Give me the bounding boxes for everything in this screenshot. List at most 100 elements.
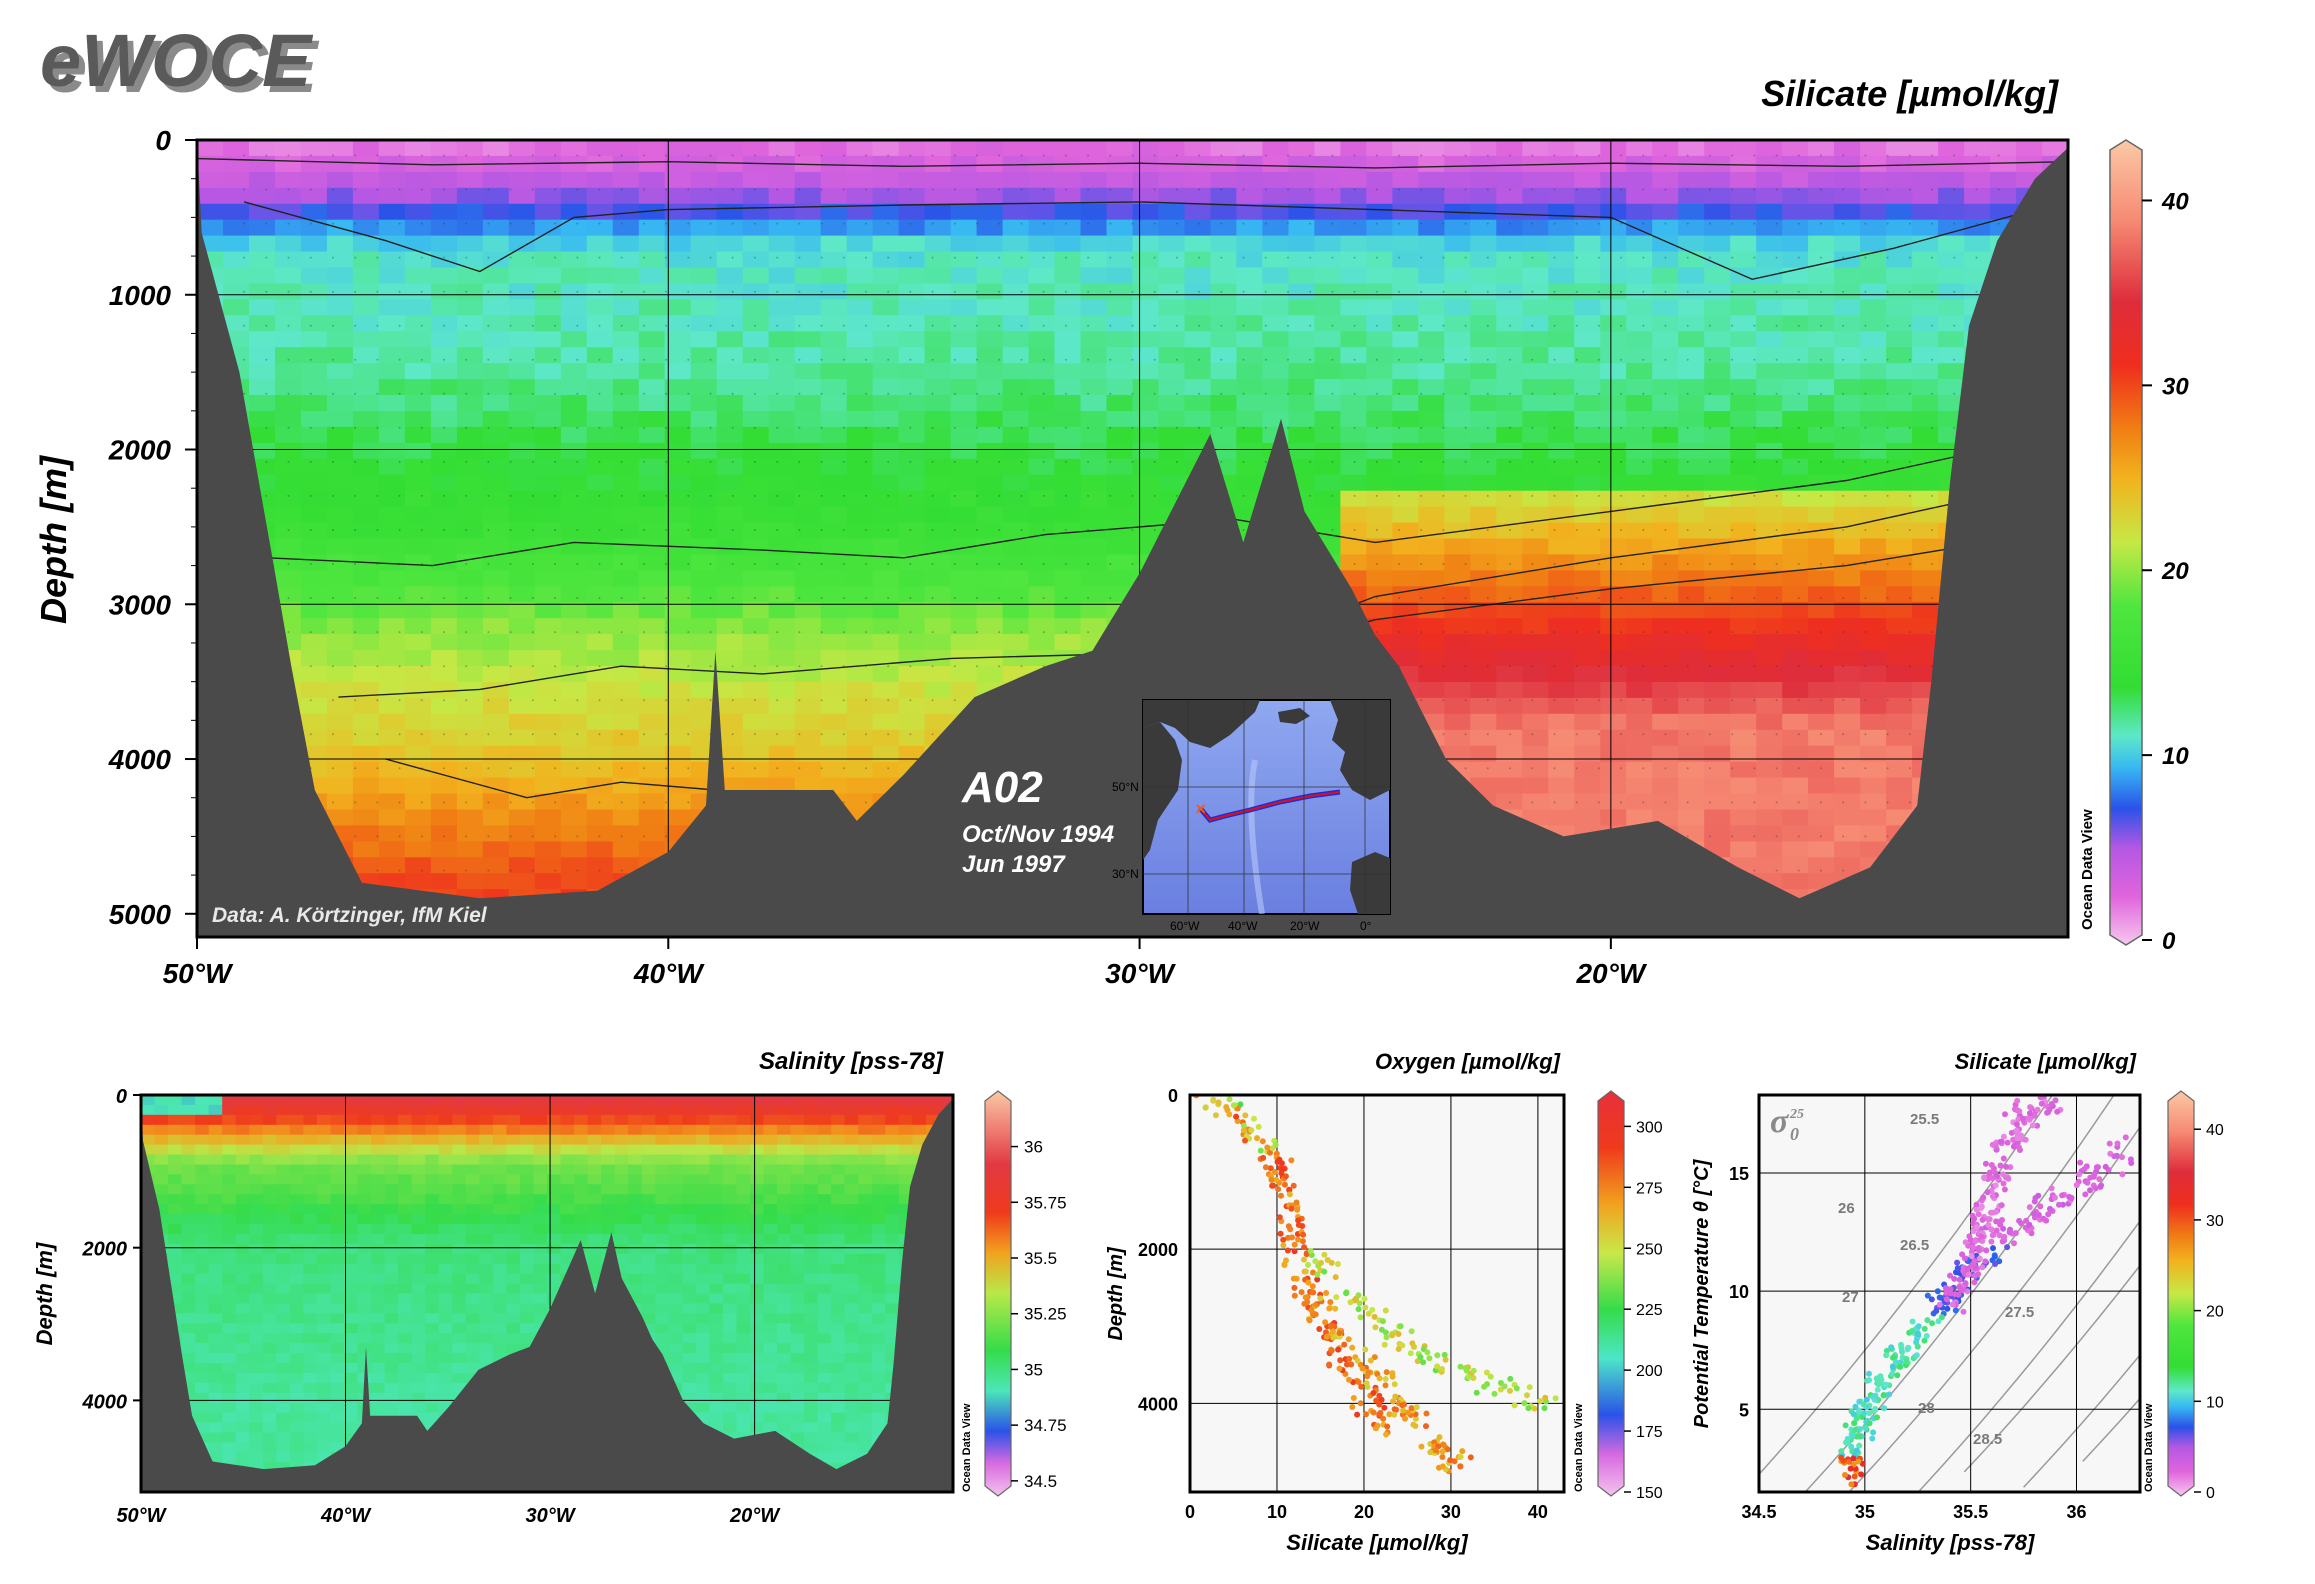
sample-dot <box>487 358 490 361</box>
silicate-cell <box>664 411 692 428</box>
silicate-cell <box>1834 219 1862 237</box>
silicate-cell <box>1080 506 1108 524</box>
silicate-cell <box>872 283 900 301</box>
sample-dot <box>798 426 801 429</box>
sample-dot <box>909 665 912 668</box>
sample-dot <box>909 392 912 395</box>
silicate-cell <box>1054 171 1082 189</box>
sample-dot <box>1109 426 1112 429</box>
silicate-cell <box>560 538 588 556</box>
sample-dot <box>1442 494 1445 497</box>
silicate-cell <box>950 426 978 444</box>
silicate-cell <box>1392 522 1420 540</box>
silicate-cell <box>1314 299 1342 317</box>
silicate-cell <box>664 554 692 572</box>
sample-dot <box>1531 631 1534 634</box>
sample-dot <box>731 494 734 497</box>
silicate-cell <box>1860 825 1888 843</box>
sample-dot <box>665 733 668 736</box>
silicate-cell <box>1808 650 1836 667</box>
silicate-cell <box>742 235 770 253</box>
silicate-cell <box>378 442 406 460</box>
silicate-cell <box>1418 235 1446 253</box>
silicate-cell <box>456 761 484 779</box>
silicate-cell <box>1652 458 1680 476</box>
sample-dot <box>887 392 890 395</box>
silicate-cell <box>1574 809 1602 827</box>
sample-dot <box>820 426 823 429</box>
silicate-cell <box>794 618 822 636</box>
silicate-cell <box>1288 171 1316 189</box>
silicate-cell <box>1444 554 1472 572</box>
silicate-cell <box>1470 171 1498 189</box>
silicate-cell <box>1808 697 1836 715</box>
silicate-cell <box>1366 203 1394 221</box>
sample-dot <box>443 426 445 429</box>
silicate-cell <box>1808 219 1836 237</box>
sample-dot <box>620 222 623 225</box>
silicate-cell <box>1938 203 1966 221</box>
silicate-cell <box>1808 825 1836 843</box>
silicate-cell <box>1262 347 1290 365</box>
silicate-cell <box>560 140 588 157</box>
silicate-cell <box>1288 267 1316 285</box>
silicate-cell <box>534 697 562 715</box>
silicate-cell <box>1522 506 1550 524</box>
silicate-cell <box>1756 474 1784 492</box>
sample-dot <box>598 733 601 736</box>
silicate-cell <box>560 777 588 795</box>
sample-dot <box>620 869 623 872</box>
silicate-cell <box>742 618 770 636</box>
silicate-cell <box>1730 793 1758 811</box>
sample-dot <box>1486 529 1489 531</box>
silicate-cell <box>378 426 406 444</box>
silicate-cell <box>1626 267 1654 285</box>
sample-dot <box>443 733 445 736</box>
silicate-cell <box>950 554 978 572</box>
silicate-cell <box>1314 283 1342 301</box>
sample-dot <box>709 529 712 531</box>
silicate-cell <box>1106 554 1134 572</box>
silicate-cell <box>1366 155 1394 173</box>
sample-dot <box>865 631 867 634</box>
silicate-cell <box>1678 697 1706 715</box>
silicate-cell <box>846 650 874 667</box>
silicate-cell <box>1808 379 1836 396</box>
silicate-cell <box>1366 219 1394 237</box>
silicate-cell <box>1600 251 1628 269</box>
silicate-cell <box>794 538 822 556</box>
silicate-cell <box>1704 283 1732 301</box>
sample-dot <box>820 665 823 668</box>
silicate-cell <box>1002 315 1030 333</box>
silicate-cell <box>1444 395 1472 412</box>
silicate-cell <box>820 442 848 460</box>
silicate-cell <box>612 729 640 747</box>
sample-dot <box>1442 733 1445 736</box>
sample-dot <box>1442 460 1445 463</box>
silicate-cell <box>1678 267 1706 285</box>
sample-dot <box>1175 256 1178 259</box>
silicate-cell <box>1678 411 1706 428</box>
sample-dot <box>265 426 268 429</box>
silicate-cell <box>1678 187 1706 205</box>
silicate-cell <box>1808 538 1836 556</box>
sample-dot <box>953 460 956 463</box>
silicate-cell <box>1340 395 1368 412</box>
sample-dot <box>465 733 468 736</box>
sample-dot <box>576 222 579 225</box>
sample-dot <box>1486 290 1489 293</box>
silicate-cell <box>586 442 614 460</box>
sample-dot <box>531 835 534 838</box>
silicate-cell <box>1444 458 1472 476</box>
silicate-cell <box>1158 140 1186 157</box>
sample-dot <box>998 154 1001 157</box>
sample-dot <box>642 835 645 838</box>
silicate-cell <box>1418 411 1446 428</box>
silicate-cell <box>664 442 692 460</box>
silicate-cell <box>1600 713 1628 731</box>
silicate-cell <box>1496 745 1524 763</box>
silicate-cell <box>820 363 848 381</box>
silicate-cell <box>456 458 484 476</box>
sample-dot <box>487 256 490 259</box>
silicate-cell <box>1626 506 1654 524</box>
